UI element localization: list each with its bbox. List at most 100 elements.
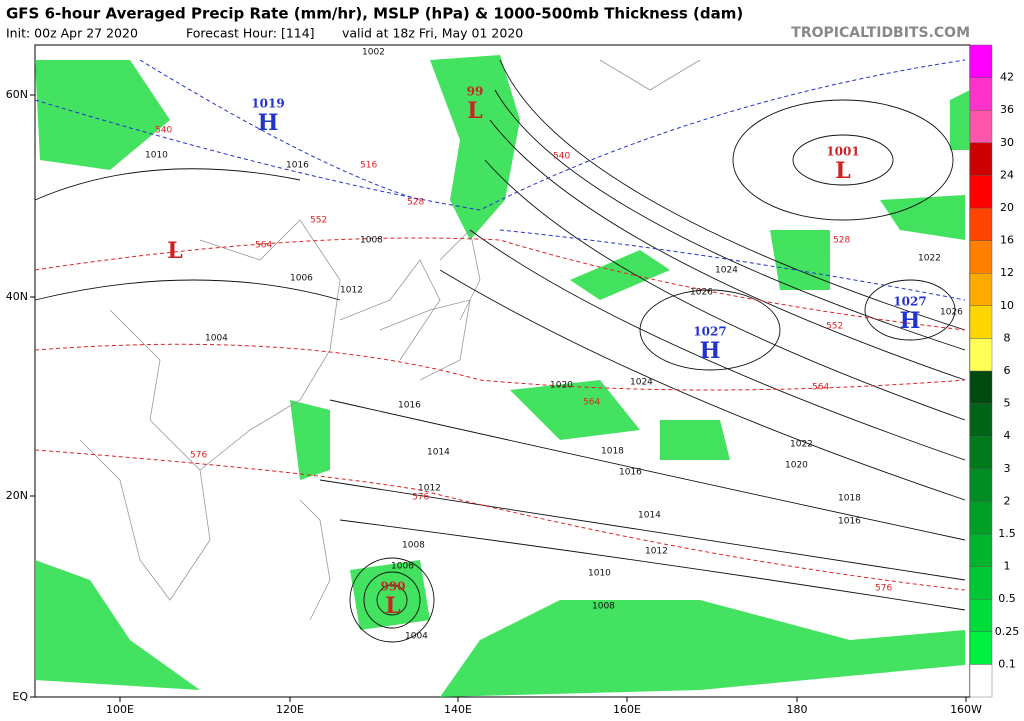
isobar-label: 1006 <box>391 562 414 572</box>
lon-label: 160W <box>950 703 982 716</box>
colorbar-label: 30 <box>1000 136 1014 149</box>
colorbar-swatch <box>969 109 993 143</box>
colorbar-swatch <box>969 338 993 372</box>
colorbar-swatch <box>969 273 993 307</box>
title: GFS 6-hour Averaged Precip Rate (mm/hr),… <box>6 5 743 23</box>
isobar-label: 1016 <box>838 517 861 527</box>
colorbar-label: 20 <box>1000 201 1014 214</box>
colorbar-label: 0.1 <box>998 657 1016 670</box>
colorbar-swatch <box>969 566 993 600</box>
isobar-label: 1016 <box>286 161 309 171</box>
colorbar-label: 24 <box>1000 168 1014 181</box>
center-symbol: L <box>467 98 482 124</box>
center-value: 99 <box>467 85 484 99</box>
colorbar-label: 0.5 <box>998 592 1016 605</box>
lon-label: 180 <box>787 703 808 716</box>
colorbar-swatch <box>969 370 993 404</box>
forecast-hour: Forecast Hour: [114] <box>186 26 315 41</box>
colorbar-swatch <box>969 501 993 535</box>
isobar-label: 1002 <box>362 48 385 58</box>
lat-label: EQ <box>12 690 28 703</box>
center-value: 1001 <box>826 145 859 159</box>
isobar-label: 1024 <box>715 266 738 276</box>
lat-label: 40N <box>6 290 28 303</box>
isobar-label: 1012 <box>340 286 363 296</box>
colorbar-label: 1.5 <box>998 527 1016 540</box>
colorbar-swatch <box>969 631 993 665</box>
center-symbol: H <box>900 308 921 334</box>
valid-time: valid at 18z Fri, May 01 2020 <box>342 26 523 41</box>
colorbar-label: 3 <box>1004 462 1011 475</box>
colorbar-label: 5 <box>1004 397 1011 410</box>
colorbar-label: 0.25 <box>995 625 1020 638</box>
isobar-label: 1008 <box>402 541 425 551</box>
thickness-label: 540 <box>553 152 570 162</box>
isobar-label: 1020 <box>550 381 573 391</box>
isobar-label: 1014 <box>638 511 661 521</box>
isobar-label: 1026 <box>690 288 713 298</box>
isobar-label: 1014 <box>427 448 450 458</box>
lon-label: 160E <box>613 703 641 716</box>
colorbar-swatch <box>969 664 993 698</box>
colorbar-swatch <box>969 77 993 111</box>
thickness-label: 528 <box>407 198 424 208</box>
colorbar-swatch <box>969 468 993 502</box>
isobar-label: 1004 <box>405 632 428 642</box>
colorbar-swatch <box>969 599 993 633</box>
colorbar-label: 6 <box>1004 364 1011 377</box>
thickness-label: 576 <box>412 493 429 503</box>
init: Init: 00z Apr 27 2020 <box>6 26 138 41</box>
isobar-label: 1012 <box>645 547 668 557</box>
isobar-label: 1008 <box>360 236 383 246</box>
colorbar-label: 42 <box>1000 71 1014 84</box>
colorbar-label: 10 <box>1000 299 1014 312</box>
isobar-label: 1020 <box>785 461 808 471</box>
colorbar-label: 1 <box>1004 560 1011 573</box>
isobar-label: 1024 <box>630 378 653 388</box>
lat-label: 60N <box>6 88 28 101</box>
isobar-label: 1016 <box>398 401 421 411</box>
center-symbol: L <box>385 593 400 619</box>
center-value: 1027 <box>693 325 726 339</box>
lat-label: 20N <box>6 489 28 502</box>
isobar-label: 1022 <box>918 254 941 264</box>
isobar-label: 1018 <box>838 494 861 504</box>
lon-label: 140E <box>444 703 472 716</box>
center-value: 1019 <box>251 97 284 111</box>
map <box>34 44 971 698</box>
colorbar-swatch <box>969 436 993 470</box>
isobar-label: 1012 <box>418 484 441 494</box>
thickness-label: 564 <box>812 383 829 393</box>
isobar-label: 1008 <box>592 602 615 612</box>
colorbar-swatch <box>969 403 993 437</box>
center-symbol: H <box>700 338 721 364</box>
colorbar-label: 8 <box>1004 331 1011 344</box>
isobar-label: 1022 <box>790 440 813 450</box>
center-value: 990 <box>380 580 405 594</box>
colorbar-swatch <box>969 533 993 567</box>
thickness-label: 528 <box>833 236 850 246</box>
isobar-label: 1004 <box>205 334 228 344</box>
colorbar-label: 16 <box>1000 234 1014 247</box>
isobar-label: 1006 <box>290 274 313 284</box>
colorbar-label: 4 <box>1004 429 1011 442</box>
center-symbol: H <box>258 110 279 136</box>
isobar-label: 1010 <box>145 151 168 161</box>
thickness-label: 516 <box>360 161 377 171</box>
source: TROPICALTIDBITS.COM <box>791 25 970 41</box>
isobar-label: 1026 <box>940 308 963 318</box>
colorbar-swatch <box>969 142 993 176</box>
center-value: 1027 <box>893 295 926 309</box>
colorbar-swatch <box>969 305 993 339</box>
lon-label: 100E <box>106 703 134 716</box>
colorbar-label: 12 <box>1000 266 1014 279</box>
colorbar-swatch <box>969 207 993 241</box>
center-symbol: L <box>167 238 182 264</box>
colorbar-label: 2 <box>1004 494 1011 507</box>
isobar-label: 1018 <box>601 447 624 457</box>
isobar-label: 1016 <box>619 468 642 478</box>
thickness-label: 564 <box>255 241 272 251</box>
thickness-label: 576 <box>190 451 207 461</box>
center-symbol: L <box>835 158 850 184</box>
